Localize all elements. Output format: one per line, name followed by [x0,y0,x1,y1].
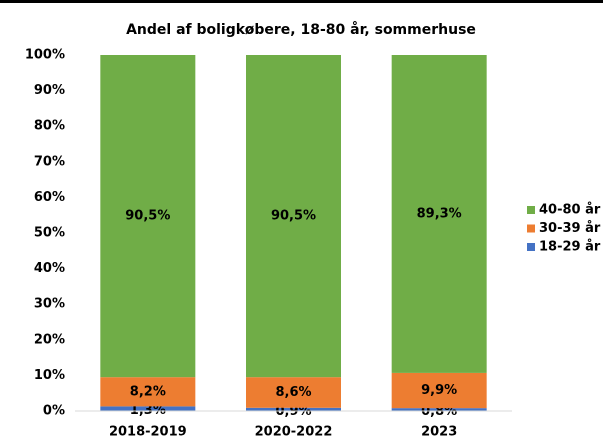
y-tick-label: 70% [34,154,65,169]
bar-segment [100,377,196,407]
data-label: 90,5% [125,209,170,224]
y-tick-label: 20% [34,332,65,347]
bar-segment [100,406,196,411]
data-label: 90,5% [271,209,316,224]
legend-label: 18-29 år [539,240,601,255]
legend-swatch [527,206,535,214]
y-tick-label: 30% [34,297,65,312]
y-tick-label: 50% [34,226,65,241]
legend-label: 30-39 år [539,221,601,236]
y-tick-label: 80% [34,119,65,134]
data-label: 89,3% [417,206,462,221]
bar-segment [246,407,341,411]
x-tick-label: 2020-2022 [255,425,333,440]
legend-label: 40-80 år [539,203,601,218]
bar-segment [391,372,487,409]
y-tick-label: 60% [34,190,65,205]
legend-swatch [527,243,535,251]
y-tick-label: 90% [34,83,65,98]
x-tick-label: 2023 [421,425,457,440]
data-label: 8,6% [275,385,311,400]
y-tick-label: 100% [25,48,65,63]
bar-segment [246,377,341,408]
top-border [0,0,603,3]
bar-segment [391,408,487,411]
x-tick-label: 2018-2019 [109,425,187,440]
chart-title: Andel af boligkøbere, 18-80 år, sommerhu… [126,21,476,38]
legend-swatch [527,224,535,233]
data-label: 9,9% [421,383,457,398]
y-tick-label: 40% [34,261,65,276]
bar-segment [391,55,487,373]
bar-segment [100,55,196,378]
bar-segment [246,55,341,378]
data-label: 8,2% [130,384,166,399]
y-tick-label: 0% [43,404,65,419]
y-tick-label: 10% [34,368,65,383]
